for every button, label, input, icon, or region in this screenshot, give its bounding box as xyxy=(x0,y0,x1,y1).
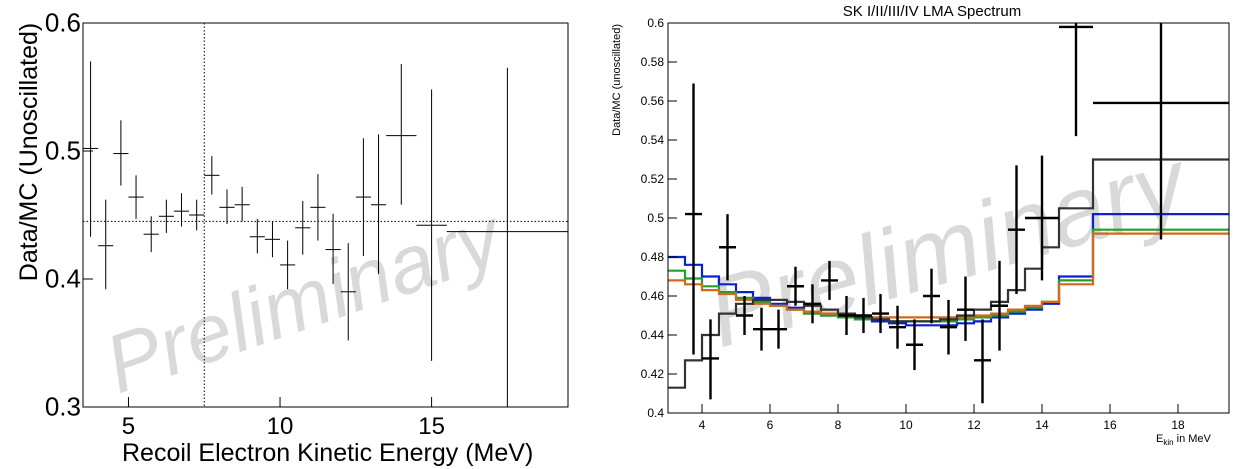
left-x-tick-label: 10 xyxy=(267,413,294,440)
right-series-gray-line xyxy=(668,158,1229,389)
right-data-point xyxy=(1093,23,1229,240)
left-axis-ticks: 5 10 15 0.3 0.4 0.5 0.6 xyxy=(45,7,445,440)
right-x-axis-label: Ekin in MeV xyxy=(1156,433,1212,447)
right-data-point xyxy=(787,266,804,306)
left-y-tick-label: 0.3 xyxy=(45,391,81,421)
right-y-tick-label: 0.56 xyxy=(641,94,665,108)
left-data-point xyxy=(98,199,114,290)
left-data-point xyxy=(264,221,281,258)
right-data-point xyxy=(940,299,957,355)
left-watermark: Preliminary xyxy=(94,190,516,411)
left-chart: Preliminary 5 10 15 0.3 0.4 0.5 0.6 Recoil Ele… xyxy=(15,7,569,467)
right-data-point xyxy=(974,319,991,404)
right-x-tick-label: 4 xyxy=(699,418,706,432)
right-data-point xyxy=(855,297,872,334)
left-y-axis-label: Data/MC (Unoscillated) xyxy=(15,23,43,281)
left-data-point xyxy=(143,216,159,253)
right-data-point xyxy=(1008,165,1025,295)
right-data-point xyxy=(702,319,719,400)
right-y-tick-label: 0.54 xyxy=(641,133,665,147)
right-y-tick-label: 0.5 xyxy=(647,211,664,225)
right-data-point xyxy=(923,268,940,324)
right-x-tick-label: 12 xyxy=(967,418,981,432)
right-data-point xyxy=(872,294,889,334)
right-y-tick-label: 0.42 xyxy=(641,367,665,381)
left-data-point xyxy=(234,186,250,222)
right-y-tick-label: 0.44 xyxy=(641,328,665,342)
right-y-tick-label: 0.48 xyxy=(641,250,665,264)
right-x-tick-label: 10 xyxy=(899,418,913,432)
left-x-tick-label: 5 xyxy=(122,413,135,440)
right-y-axis-label: Data/MC (unoscillated) xyxy=(611,24,623,136)
left-data-point xyxy=(325,213,341,285)
left-data-point xyxy=(416,89,447,361)
right-data-point xyxy=(736,296,753,335)
right-data-point xyxy=(770,309,787,349)
right-y-tick-label: 0.4 xyxy=(647,406,664,420)
left-x-axis-label: Recoil Electron Kinetic Energy (MeV) xyxy=(122,439,533,467)
left-marks xyxy=(83,23,568,407)
right-y-tick-label: 0.6 xyxy=(647,16,664,30)
right-x-tick-label: 16 xyxy=(1103,418,1117,432)
right-data-point xyxy=(906,319,923,371)
left-data-point xyxy=(204,156,220,195)
right-data-point xyxy=(889,305,906,349)
left-y-tick-label: 0.5 xyxy=(45,135,81,165)
right-data-point xyxy=(719,214,736,281)
left-data-point xyxy=(386,63,417,205)
left-y-tick-label: 0.4 xyxy=(45,263,81,293)
left-data-point xyxy=(280,240,296,290)
left-data-point xyxy=(158,199,174,233)
right-data-point xyxy=(753,307,770,351)
right-data-point xyxy=(685,83,702,355)
right-x-label-main: E xyxy=(1156,433,1163,445)
left-data-point xyxy=(219,189,235,224)
right-data-point xyxy=(991,260,1008,351)
left-data-point xyxy=(340,243,356,341)
right-x-tick-label: 18 xyxy=(1171,418,1185,432)
right-marks xyxy=(668,23,1229,404)
right-y-tick-label: 0.58 xyxy=(641,55,665,69)
left-data-point xyxy=(249,218,265,254)
left-data-point xyxy=(189,199,205,231)
right-chart: Preliminary 4 6 8 10 12 14 16 180.40.420.440.46… xyxy=(611,3,1230,447)
right-data-point xyxy=(957,276,974,341)
right-x-tick-label: 8 xyxy=(835,418,842,432)
left-data-point xyxy=(83,61,99,237)
left-data-point xyxy=(173,193,190,227)
right-x-tick-label: 6 xyxy=(767,418,774,432)
right-chart-title: SK I/II/III/IV LMA Spectrum xyxy=(843,3,1021,20)
right-data-point xyxy=(821,260,838,300)
left-data-point xyxy=(355,138,371,256)
right-axis-ticks: 4 6 8 10 12 14 16 18 0.4 0.42 0.44 0.46 0.48 0.5 0.52 0… xyxy=(641,16,1185,432)
right-x-label-rest: in MeV xyxy=(1174,433,1212,445)
left-y-tick-label: 0.6 xyxy=(45,7,81,37)
left-data-point xyxy=(128,175,144,219)
right-x-tick-label: 14 xyxy=(1035,418,1049,432)
left-plot-frame xyxy=(82,22,569,408)
right-x-label-sub: kin xyxy=(1163,438,1173,447)
left-data-point xyxy=(446,67,568,407)
left-x-tick-label: 15 xyxy=(418,413,445,440)
left-data-point xyxy=(310,174,326,241)
left-data-point xyxy=(370,134,387,274)
right-data-point xyxy=(804,284,821,324)
right-data-point xyxy=(838,296,855,335)
right-y-tick-label: 0.46 xyxy=(641,289,665,303)
left-data-point xyxy=(113,120,129,186)
right-data-point xyxy=(1025,155,1059,281)
right-y-tick-label: 0.52 xyxy=(641,172,665,186)
right-data-point xyxy=(1059,23,1093,137)
left-data-point xyxy=(295,200,311,255)
